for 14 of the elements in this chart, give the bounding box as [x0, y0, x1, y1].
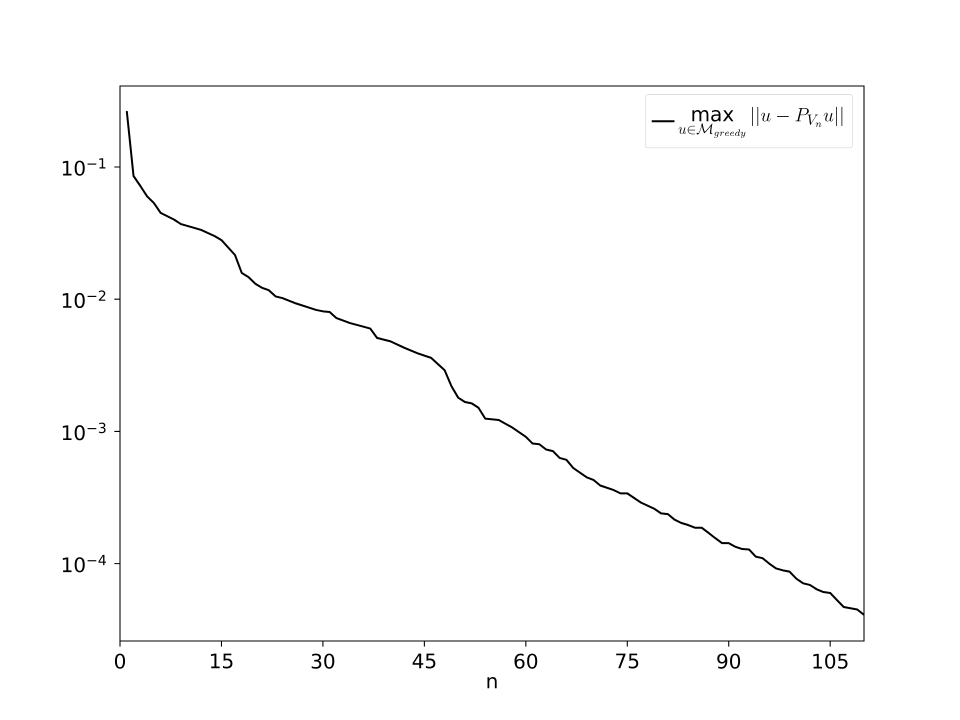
x-tick-label: 45 — [412, 654, 436, 668]
y-tick-label: 10$^{−2}$ — [62, 290, 106, 308]
x-tick-label: 0 — [114, 654, 126, 669]
y-tick-label: 10$^{−4}$ — [62, 554, 106, 572]
x-tick-label: 15 — [210, 654, 232, 668]
x-tick-label: 60 — [514, 654, 538, 669]
x-axis-title: n — [487, 677, 497, 688]
x-tick-label: 90 — [717, 654, 740, 669]
x-tick-label: 105 — [813, 654, 848, 669]
x-tick-label: 30 — [312, 654, 334, 669]
legend-label: $\max_{u \in \mathcal{M}_{greedy}} ||u - P_{V_n}u||$ — [678, 106, 842, 138]
x-tick-label: 75 — [616, 654, 638, 668]
y-tick-label: 10$^{−1}$ — [62, 158, 106, 176]
y-tick-label: 10$^{−3}$ — [62, 422, 106, 440]
